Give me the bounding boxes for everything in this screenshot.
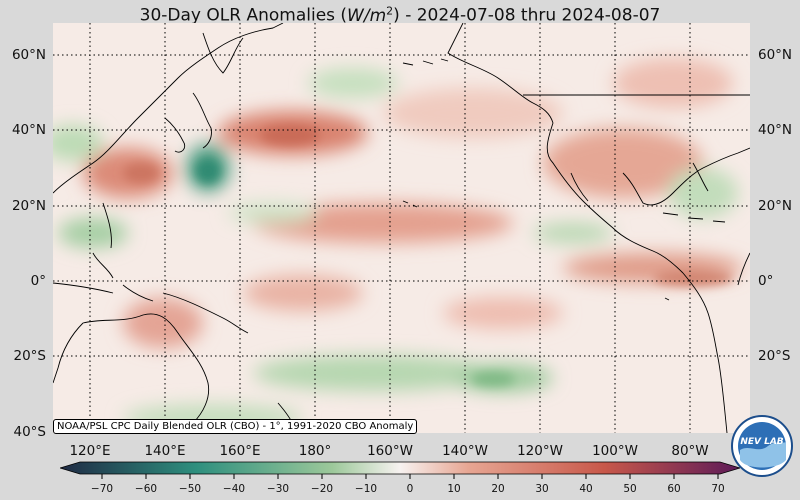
indonesia-coastline bbox=[53, 282, 249, 334]
colorbar-tick-label: 10 bbox=[447, 483, 461, 495]
colorbar bbox=[60, 461, 740, 479]
colorbar-tick-label: 40 bbox=[579, 483, 593, 495]
map-panel bbox=[53, 23, 750, 433]
olr-anomaly-map bbox=[53, 23, 750, 433]
colorbar-tick-label: 60 bbox=[667, 483, 681, 495]
lat-label-right-40n: 40°N bbox=[758, 122, 793, 138]
colorbar-tick-label: 0 bbox=[406, 483, 414, 495]
philippines-coastline bbox=[92, 202, 114, 279]
anomaly-patch bbox=[196, 159, 220, 183]
kamchatka-coastline bbox=[202, 32, 244, 74]
lon-label-180: 180° bbox=[298, 443, 332, 459]
title-prefix: 30-Day OLR Anomalies ( bbox=[139, 5, 348, 26]
anomaly-patch bbox=[443, 297, 563, 329]
logo-text: NEV LAB bbox=[740, 437, 783, 447]
anomaly-patch bbox=[471, 372, 515, 386]
lon-label-160w: 160°W bbox=[367, 443, 413, 459]
lat-label-right-0: 0° bbox=[758, 273, 774, 289]
caribbean-islands bbox=[662, 212, 726, 223]
lat-label-right-20s: 20°S bbox=[758, 348, 791, 364]
colorbar-tick-label: 20 bbox=[491, 483, 505, 495]
title-unit: W/m2 bbox=[347, 4, 394, 26]
anomaly-patch bbox=[383, 88, 563, 138]
colorbar-tick-label: −10 bbox=[354, 483, 378, 495]
colorbar-tick-label: −50 bbox=[178, 483, 202, 495]
lon-label-160e: 160°E bbox=[219, 443, 261, 459]
anomaly-patch bbox=[123, 298, 203, 348]
lon-label-120w: 120°W bbox=[517, 443, 563, 459]
colorbar-tick-label: −40 bbox=[222, 483, 246, 495]
lon-label-140e: 140°E bbox=[144, 443, 186, 459]
florida-coast bbox=[692, 162, 709, 192]
north-america-west-coast bbox=[546, 122, 684, 274]
lon-label-80w: 80°W bbox=[671, 443, 709, 459]
lat-label-right-60n: 60°N bbox=[758, 47, 793, 63]
lat-label-60n: 60°N bbox=[11, 47, 46, 63]
colorbar-fill bbox=[60, 461, 740, 475]
lon-label-120e: 120°E bbox=[69, 443, 111, 459]
gridlines bbox=[53, 23, 750, 433]
lon-label-100w: 100°W bbox=[592, 443, 638, 459]
colorbar-tick-label: 70 bbox=[711, 483, 725, 495]
galapagos-islands bbox=[664, 297, 670, 301]
colorbar-tick-label: 50 bbox=[623, 483, 637, 495]
colorbar-tick-label: −60 bbox=[134, 483, 158, 495]
source-note: NOAA/PSL CPC Daily Blended OLR (CBO) - 1… bbox=[53, 419, 418, 434]
colorbar-tick-label: 30 bbox=[535, 483, 549, 495]
colorbar-tick-label: −30 bbox=[266, 483, 290, 495]
japan-coastline bbox=[164, 92, 212, 153]
lat-label-0: 0° bbox=[30, 273, 46, 289]
anomaly-patch bbox=[613, 58, 733, 108]
south-america-coastline bbox=[682, 252, 750, 433]
anomaly-patch bbox=[58, 218, 128, 248]
hawaii-islands bbox=[402, 200, 418, 208]
colorbar-tick-marks bbox=[101, 474, 719, 479]
lat-label-20n: 20°N bbox=[11, 198, 46, 214]
map-title: 30-Day OLR Anomalies (W/m2) - 2024-07-08… bbox=[0, 0, 800, 27]
anomaly-patch bbox=[543, 128, 703, 198]
anomaly-patch bbox=[260, 125, 320, 145]
lat-label-20s: 20°S bbox=[13, 348, 47, 364]
anomaly-patch bbox=[53, 125, 103, 161]
lat-label-40n: 40°N bbox=[11, 122, 46, 138]
alaska-coastline bbox=[447, 23, 554, 124]
lat-label-right-20n: 20°N bbox=[758, 198, 793, 214]
baja-california bbox=[570, 172, 589, 202]
anomaly-patch bbox=[653, 270, 733, 286]
anomaly-patch bbox=[308, 68, 398, 98]
aleutian-islands bbox=[402, 58, 449, 66]
colorbar-tick-label: −70 bbox=[90, 483, 114, 495]
asia-coastline bbox=[53, 23, 284, 194]
gulf-coast bbox=[622, 147, 750, 206]
anomaly-patch bbox=[253, 355, 493, 391]
title-suffix: ) - 2024-07-08 thru 2024-08-07 bbox=[393, 5, 661, 26]
colorbar-tick-label: −20 bbox=[310, 483, 334, 495]
anomaly-patch bbox=[228, 203, 318, 223]
anomaly-patch bbox=[668, 168, 738, 218]
anomaly-patch bbox=[123, 163, 159, 183]
lat-label-40s: 40°S bbox=[13, 424, 47, 440]
anomaly-patch bbox=[533, 223, 613, 243]
anomaly-patch bbox=[243, 275, 363, 311]
lon-label-140w: 140°W bbox=[442, 443, 488, 459]
noaa-logo-icon: NEV LAB bbox=[731, 415, 793, 477]
